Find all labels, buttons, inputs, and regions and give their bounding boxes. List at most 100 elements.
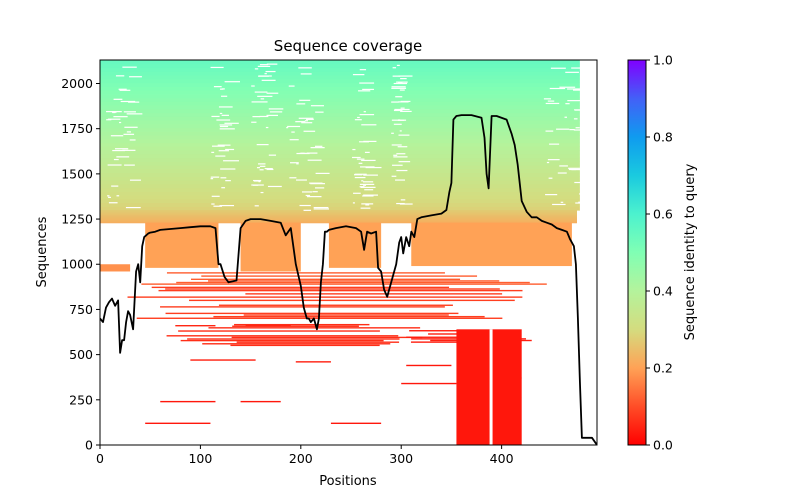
gap-mark (124, 126, 138, 128)
gap-mark (254, 91, 268, 93)
coverage-band (100, 108, 580, 114)
alignment-row (166, 335, 399, 337)
gap-mark (119, 121, 122, 124)
gap-mark (113, 98, 123, 100)
gap-mark (543, 98, 551, 100)
alignment-row (230, 344, 380, 347)
gap-mark (564, 116, 568, 118)
coverage-band (100, 63, 580, 69)
gap-mark (396, 81, 408, 83)
gap-marks (106, 60, 597, 445)
alignment-row (145, 422, 211, 425)
gap-mark (559, 86, 576, 88)
alignment-row (330, 422, 382, 425)
gap-mark (301, 122, 313, 124)
coverage-band (100, 86, 580, 91)
gap-mark (395, 96, 403, 98)
gap-mark (269, 111, 283, 113)
gap-mark (257, 65, 271, 67)
coverage-band (100, 198, 580, 204)
gap-mark (107, 195, 110, 197)
gap-mark (396, 169, 408, 172)
gap-mark (252, 184, 259, 186)
alignment-row (166, 272, 445, 274)
x-tick-label: 300 (389, 451, 413, 466)
coverage-blocks (100, 60, 580, 445)
gap-mark (114, 148, 129, 150)
gap-mark (258, 181, 261, 183)
gap-mark (545, 102, 560, 105)
gap-mark (256, 167, 261, 169)
gap-mark (213, 205, 223, 207)
gap-mark (213, 86, 222, 88)
gap-mark (546, 161, 550, 164)
colorbar-tick-label: 0.2 (653, 361, 673, 376)
gap-mark (361, 203, 374, 205)
gap-mark (258, 75, 269, 77)
coverage-band (100, 176, 580, 181)
gap-mark (299, 99, 311, 101)
gap-mark (288, 85, 295, 87)
coverage-band (100, 78, 580, 84)
gap-mark (221, 187, 226, 189)
gap-mark (549, 143, 560, 145)
gap-mark (392, 75, 401, 77)
gap-mark (125, 206, 141, 209)
gap-mark (306, 118, 314, 120)
gap-mark (112, 149, 126, 152)
gap-mark (361, 124, 377, 126)
gap-mark (550, 67, 566, 69)
x-axis: 0 100 200 300 400 (96, 445, 514, 466)
gap-mark (110, 135, 124, 137)
gap-mark (122, 149, 136, 151)
gap-mark (219, 88, 224, 90)
alignment-row (234, 323, 370, 326)
gap-mark (218, 106, 233, 108)
gap-mark (310, 183, 325, 185)
x-tick-label: 0 (96, 451, 104, 466)
coverage-band (100, 75, 580, 80)
gap-mark (364, 189, 374, 191)
sparse-rows (145, 325, 457, 425)
gap-mark (359, 186, 365, 188)
gap-mark (565, 103, 570, 105)
y-axis-label: Sequences (35, 216, 50, 287)
gap-mark (265, 70, 276, 73)
gap-mark (568, 167, 581, 169)
x-tick-label: 200 (289, 451, 313, 466)
gap-mark (260, 191, 264, 194)
gap-mark (210, 176, 220, 178)
gap-mark (116, 195, 120, 197)
alignment-row (409, 330, 501, 332)
alignment-row (243, 314, 449, 316)
y-axis: 0 250 500 750 1000 1250 1500 1750 2000 (61, 76, 100, 453)
gap-mark (569, 128, 575, 131)
gap-mark (397, 146, 408, 148)
coverage-band (100, 168, 580, 174)
coverage-band (100, 157, 580, 162)
gap-mark (352, 202, 355, 204)
gap-mark (363, 174, 378, 176)
gap-mark (129, 139, 136, 141)
gap-mark (391, 101, 399, 103)
gap-mark (256, 144, 269, 146)
gap-mark (225, 180, 231, 182)
gap-mark (352, 74, 365, 76)
gap-mark (314, 145, 323, 147)
alignment-row (406, 364, 452, 367)
y-tick-label: 1000 (61, 257, 93, 272)
gap-mark (556, 128, 570, 130)
gap-mark (362, 88, 374, 91)
gap-mark (119, 89, 131, 91)
gap-mark (252, 116, 261, 118)
gap-mark (211, 195, 220, 197)
gap-mark (360, 186, 376, 188)
gap-mark (290, 162, 299, 164)
colorbar-tick-label: 0.6 (653, 207, 673, 222)
coverage-band (100, 112, 580, 117)
coverage-band (100, 187, 580, 192)
gap-mark (400, 107, 405, 109)
gap-mark (396, 202, 405, 205)
gap-mark (358, 90, 371, 92)
